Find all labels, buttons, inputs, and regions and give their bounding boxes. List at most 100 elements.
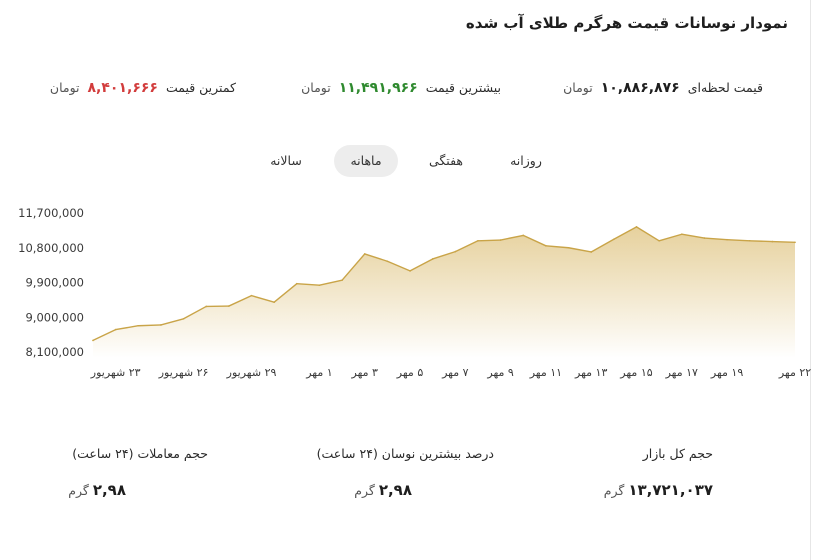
x-tick-label: ۱۷ مهر (665, 366, 698, 379)
price-line-segment (296, 282, 321, 286)
data-point (205, 305, 208, 308)
x-tick-label: ۲۶ شهریور (158, 366, 209, 379)
price-line-segment (567, 247, 592, 253)
data-point (318, 284, 321, 287)
data-point (726, 238, 728, 241)
price-line-segment (114, 325, 139, 331)
price-line-segment (726, 238, 751, 242)
data-point (114, 328, 117, 331)
data-point (613, 238, 615, 241)
tab-daily[interactable]: روزانه (510, 153, 542, 168)
x-tick-label: ۱۳ مهر (574, 366, 607, 379)
x-tick-label: ۷ مهر (441, 366, 469, 379)
data-point (680, 233, 683, 236)
data-point (477, 240, 479, 242)
price-line-segment (318, 279, 343, 286)
x-tick-label: ۱۵ مهر (619, 366, 652, 379)
market-volume-label: حجم کل بازار (642, 446, 713, 461)
trade-volume-value: ۲,۹۸ (92, 481, 126, 499)
price-line-segment (341, 253, 366, 281)
y-tick-label: 11,700,000 (18, 206, 84, 220)
data-point (748, 240, 751, 242)
price-line-segment (386, 260, 411, 272)
y-tick-label: 10,800,000 (18, 241, 84, 255)
trade-volume-stat: حجم معاملات (۲۴ ساعت) ۲,۹۸گرم (68, 446, 208, 499)
current-price-unit: تومان (563, 80, 593, 95)
max-fluctuation-unit: گرم (354, 483, 375, 498)
page-title: نمودار نوسانات قیمت هرگرم طلای آب شده (465, 14, 788, 32)
data-point (499, 239, 502, 241)
data-point (590, 251, 592, 253)
max-fluctuation-label: درصد بیشترین نوسان (۲۴ ساعت) (316, 446, 494, 461)
lowest-price-label: کمترین قیمت (165, 80, 236, 95)
current-price-label: قیمت لحظه‌ای (687, 80, 763, 95)
data-point (250, 294, 253, 297)
price-line-segment (499, 234, 524, 241)
price-line-segment (681, 233, 706, 239)
price-line-segment (749, 240, 774, 243)
x-tick-label: ۱۹ مهر (710, 366, 743, 379)
data-point (296, 282, 298, 285)
market-volume-stat: حجم کل بازار ۱۳,۷۲۱,۰۳۷گرم (604, 446, 713, 499)
data-point (635, 226, 638, 228)
price-line-segment (545, 245, 570, 249)
price-area-chart: 8,100,000 9,000,000 9,900,000 10,800,000 11,… (18, 206, 811, 379)
price-line-segment (477, 239, 502, 242)
x-tick-label: ۹ مهر (486, 366, 514, 379)
price-line-segment (771, 240, 796, 244)
current-price-value: ۱۰,۸۸۶,۸۷۶ (600, 80, 680, 96)
data-point (341, 279, 343, 281)
data-point (228, 305, 230, 307)
data-point (273, 301, 275, 303)
data-point (454, 250, 457, 253)
price-line-segment (590, 238, 615, 253)
price-line-segment (658, 233, 683, 242)
data-point (386, 260, 389, 263)
market-volume-unit: گرم (603, 483, 625, 498)
x-tick-label: ۱ مهر (305, 366, 332, 379)
data-point (431, 258, 434, 260)
trade-volume-unit: گرم (68, 483, 89, 498)
area-fill (93, 226, 795, 358)
data-point (658, 240, 660, 242)
x-tick-label: ۱۱ مهر (529, 366, 562, 379)
tab-weekly[interactable]: هفتگی (428, 153, 463, 168)
data-point (703, 237, 706, 239)
y-tick-label: 8,100,000 (25, 345, 84, 359)
market-volume-value: ۱۳,۷۲۱,۰۳۷ (628, 481, 713, 499)
data-point (409, 270, 411, 272)
price-line-segment (522, 234, 547, 247)
data-point (182, 317, 185, 320)
lowest-price-unit: تومان (49, 80, 80, 95)
highest-price-stat: بیشترین قیمت ۱۱,۴۹۱,۹۶۶ تومان (301, 80, 501, 96)
max-fluctuation-value-row: ۲,۹۸گرم (317, 481, 412, 499)
price-line-segment (454, 240, 479, 253)
x-tick-label: ۲۹ شهریور (226, 366, 277, 379)
data-point (567, 246, 570, 249)
tab-yearly[interactable]: سالانه (270, 153, 302, 168)
y-tick-label: 9,900,000 (25, 276, 84, 290)
tab-monthly[interactable]: ماهانه (334, 145, 398, 177)
data-point (794, 241, 796, 244)
x-tick-label: ۲۲ مهر (778, 366, 811, 379)
data-point (522, 234, 525, 237)
price-line-segment (635, 226, 660, 242)
highest-price-label: بیشترین قیمت (425, 80, 501, 95)
market-volume-value-row: ۱۳,۷۲۱,۰۳۷گرم (604, 481, 713, 499)
data-point (92, 339, 94, 342)
max-fluctuation-value: ۲,۹۸ (378, 481, 412, 499)
data-point (771, 240, 774, 243)
x-tick-label: ۵ مهر (396, 366, 424, 379)
data-point (137, 324, 140, 327)
lowest-price-stat: کمترین قیمت ۸,۴۰۱,۶۶۶ تومان (50, 80, 236, 96)
price-line-segment (431, 250, 457, 260)
lowest-price-value: ۸,۴۰۱,۶۶۶ (87, 80, 158, 96)
price-line-segment (364, 253, 389, 262)
trade-volume-label: حجم معاملات (۲۴ ساعت) (72, 446, 208, 461)
price-line-segment (182, 305, 207, 320)
price-line-segment (250, 294, 275, 303)
x-tick-label: ۳ مهر (351, 366, 379, 379)
price-line-segment (137, 324, 162, 327)
price-line-segment (160, 318, 185, 326)
